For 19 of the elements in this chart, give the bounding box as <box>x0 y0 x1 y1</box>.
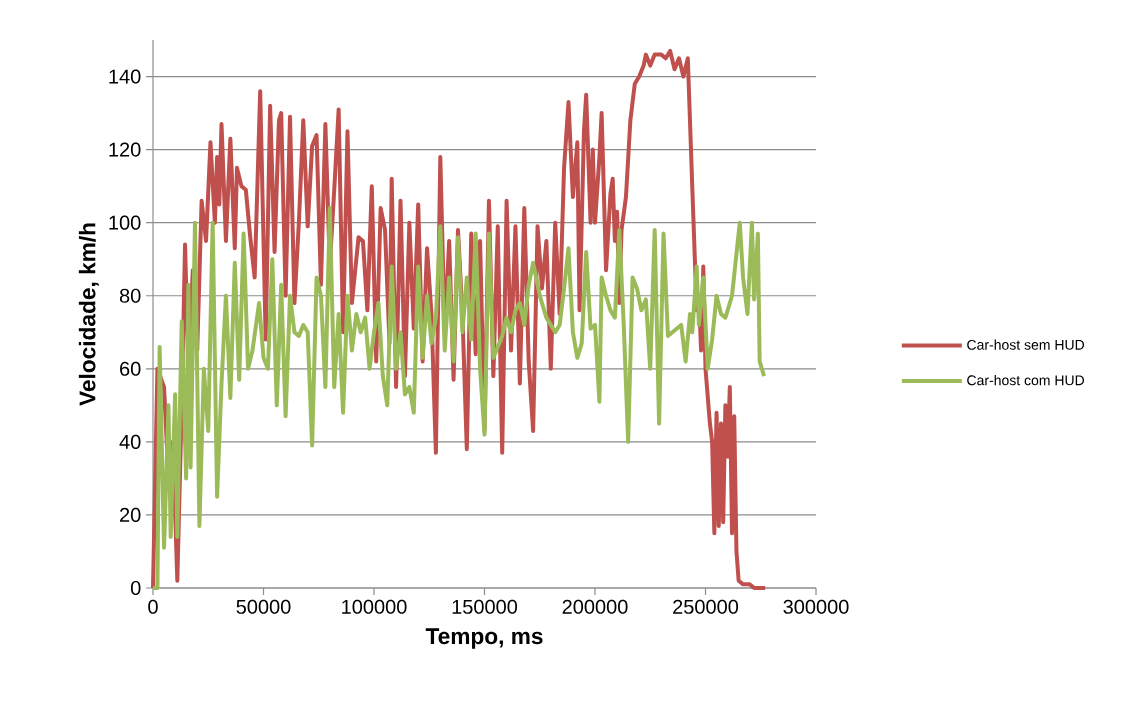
y-tick-label: 80 <box>119 288 141 303</box>
y-tick-label: 100 <box>109 215 141 230</box>
y-tick-label: 40 <box>119 434 141 449</box>
y-tick-label: 120 <box>109 142 141 157</box>
y-tick-label: 60 <box>120 361 141 376</box>
y-tick-label: 20 <box>120 507 141 523</box>
x-tick-label: 50000 <box>236 599 291 614</box>
x-tick-label: 100000 <box>342 599 407 614</box>
y-tick-label: 140 <box>109 69 141 84</box>
y-axis-title: Velocidade, km/h <box>78 223 99 406</box>
x-tick-label: 250000 <box>673 599 739 614</box>
legend-label: Car-host com HUD <box>967 374 1085 386</box>
y-tick-label: 0 <box>130 580 141 596</box>
x-tick-label: 300000 <box>783 599 849 614</box>
x-tick-label: 150000 <box>452 599 518 614</box>
x-tick-label: 0 <box>148 599 158 614</box>
legend-label: Car-host sem HUD <box>967 339 1085 350</box>
x-axis-title: Tempo, ms <box>425 628 543 649</box>
x-tick-label: 200000 <box>562 599 628 614</box>
